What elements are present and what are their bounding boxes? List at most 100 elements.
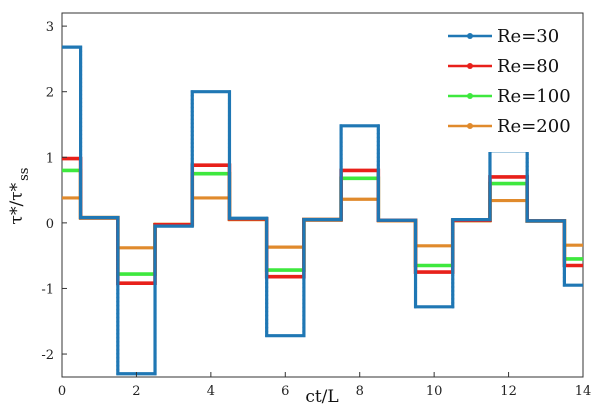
series-marker [376,128,380,132]
series-marker [376,179,380,183]
series-marker [562,231,566,235]
series-marker [376,167,380,171]
series-marker [190,185,194,189]
series-marker [116,252,120,256]
series-marker [153,276,157,280]
series-marker [265,322,269,326]
series-marker [302,286,306,290]
series-marker [116,276,120,280]
series-marker [227,137,231,141]
y-tick-label: 2 [46,86,54,101]
series-marker [79,192,83,196]
series-marker [79,212,83,216]
series-marker [79,196,83,200]
series-marker [376,124,380,128]
series-marker [190,117,194,121]
series-marker [227,121,231,125]
legend-marker [467,63,473,69]
series-marker [79,124,83,128]
series-marker [451,297,455,301]
series-marker [376,155,380,159]
series-marker [190,212,194,216]
series-marker [116,264,120,268]
series-marker [153,296,157,300]
series-marker [488,181,492,185]
series-marker [79,69,83,73]
series-marker [190,90,194,94]
series-marker [488,177,492,181]
series-marker [265,293,269,297]
series-marker [79,77,83,81]
series-marker [227,109,231,113]
series-marker [190,177,194,181]
series-marker [153,320,157,324]
series-marker [153,260,157,264]
y-axis-label-group: τ*/τ*ss [7,168,32,225]
series-marker [116,368,120,372]
series-marker [79,176,83,180]
series-marker [227,181,231,185]
series-marker [227,106,231,110]
series-marker [376,159,380,163]
series-marker [339,185,343,189]
legend-marker [467,93,473,99]
series-marker [376,191,380,195]
series-marker [190,193,194,197]
series-marker [265,301,269,305]
series-marker [525,184,529,188]
series-marker [153,324,157,328]
series-marker [153,372,157,376]
series-marker [227,125,231,129]
series-marker [302,246,306,250]
series-marker [562,259,566,263]
series-marker [116,320,120,324]
series-marker [562,263,566,267]
legend-label: Re=100 [497,86,571,107]
series-marker [79,164,83,168]
series-marker [153,256,157,260]
series-marker [190,169,194,173]
series-marker [302,218,306,222]
series-marker [265,253,269,257]
series-marker [451,261,455,265]
series-marker [227,173,231,177]
series-marker [116,316,120,320]
series-marker [339,218,343,222]
series-marker [265,305,269,309]
series-marker [302,310,306,314]
series-marker [451,293,455,297]
series-marker [525,211,529,215]
series-marker [227,212,231,216]
series-marker [153,236,157,240]
series-marker [116,288,120,292]
series-marker [302,266,306,270]
series-marker [116,224,120,228]
series-marker [376,195,380,199]
series-marker [414,234,418,238]
series-marker [376,214,380,218]
series-marker [525,207,529,211]
series-marker [190,106,194,110]
series-marker [153,268,157,272]
series-marker [414,262,418,266]
series-marker [525,215,529,219]
series-marker [265,277,269,281]
series-marker [376,151,380,155]
series-marker [190,102,194,106]
series-marker [190,133,194,137]
series-marker [525,219,529,223]
series-marker [153,248,157,252]
series-marker [376,147,380,151]
x-tick-label: 0 [58,384,66,399]
series-marker [116,348,120,352]
series-marker [525,188,529,192]
series-marker [190,109,194,113]
series-marker [153,304,157,308]
series-marker [116,260,120,264]
series-marker [339,177,343,181]
series-marker [302,326,306,330]
series-marker [488,197,492,201]
series-marker [190,181,194,185]
series-marker [265,241,269,245]
series-marker [525,176,529,180]
